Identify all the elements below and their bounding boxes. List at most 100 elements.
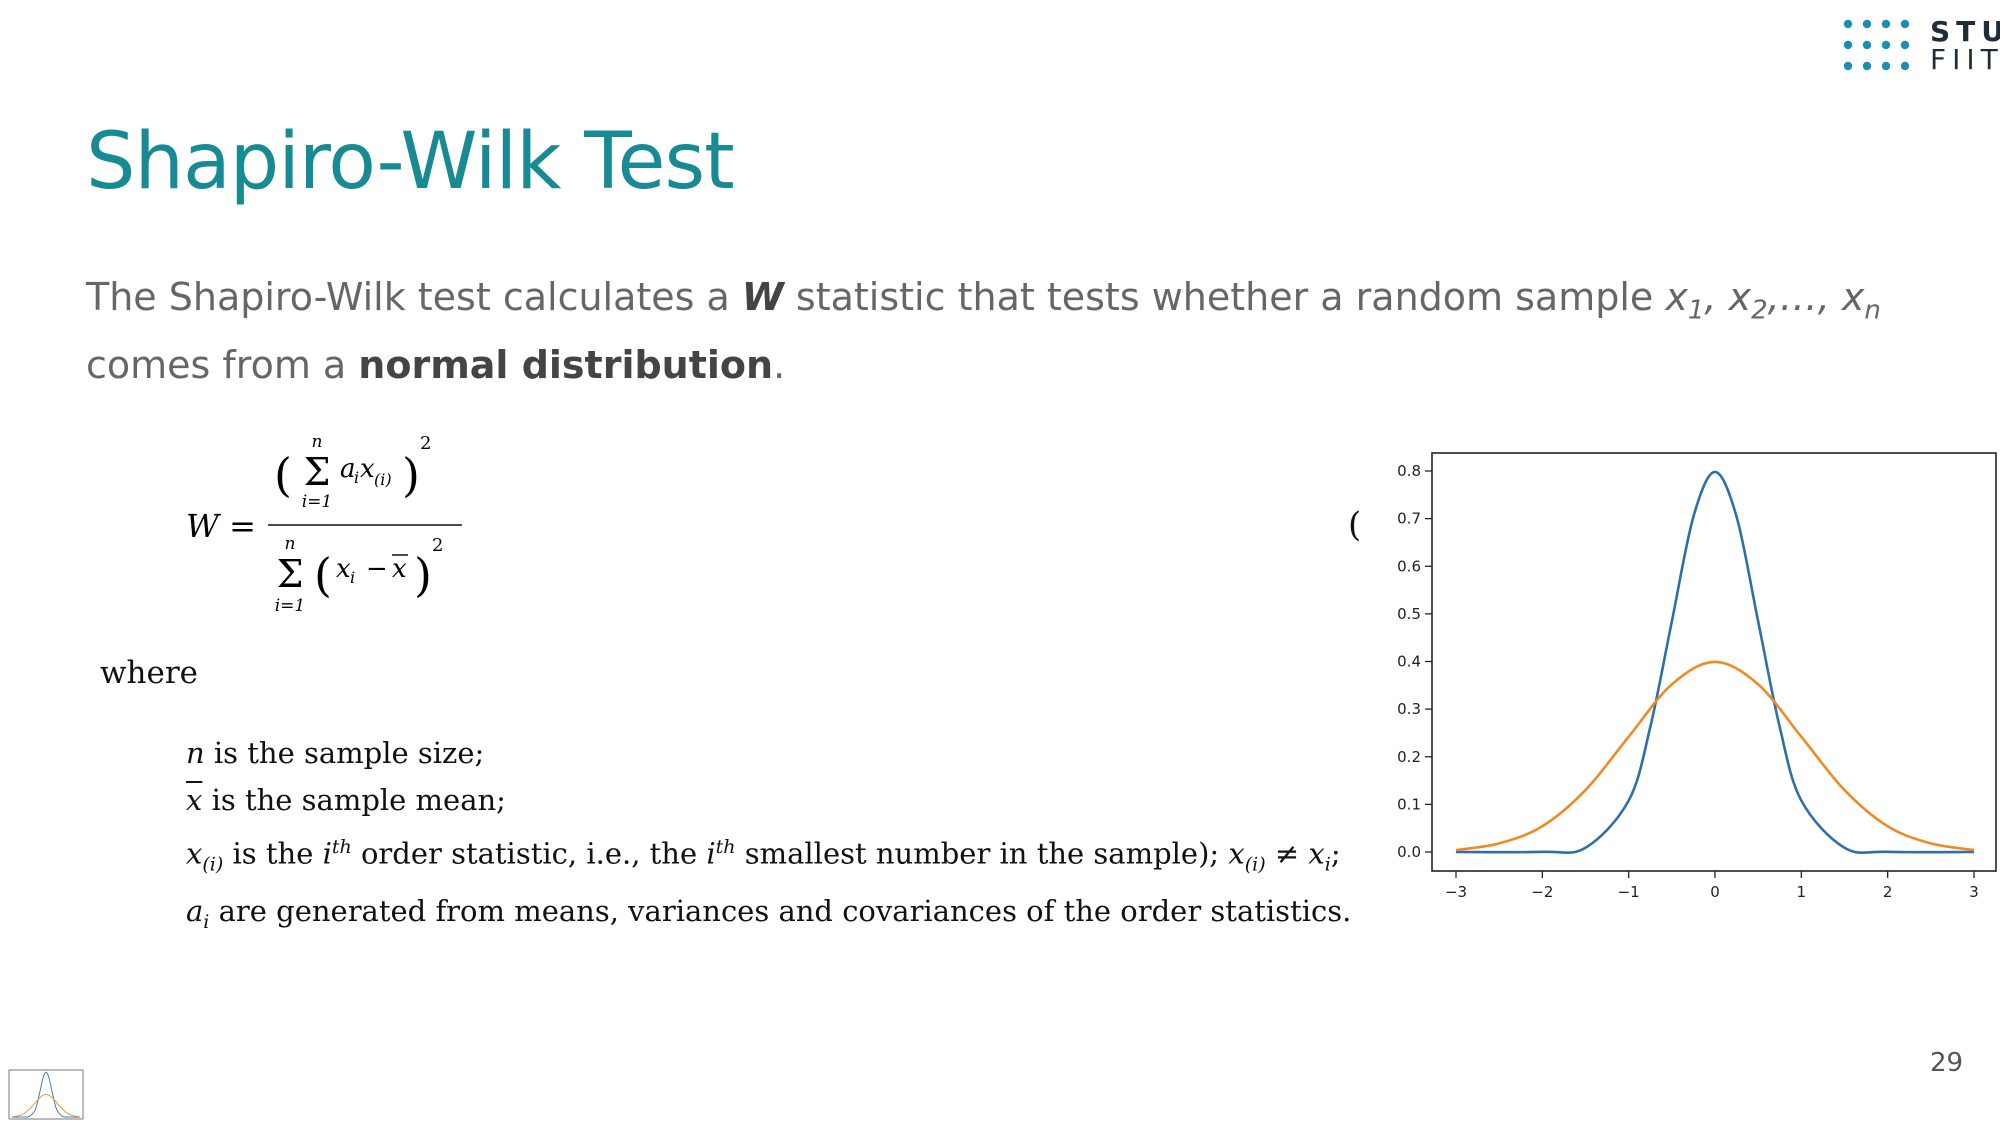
y-tick-label: 0.8 [1397,462,1421,480]
intro-paragraph: The Shapiro-Wilk test calculates a W sta… [86,270,1906,392]
logo-dot [1881,19,1891,29]
y-tick-label: 0.6 [1397,557,1421,575]
def1-var: n [186,736,205,770]
def1-text: is the sample size; [204,736,485,770]
series-line-1 [11,1094,81,1118]
x-tick-label: 1 [1797,883,1807,901]
series-line-0 [11,1071,81,1118]
definitions-list: n is the sample size; x is the sample me… [186,730,1351,946]
sample-x1-sub: 1 [1687,295,1705,326]
logo-dot [1843,40,1853,50]
den-sigma-top: n [285,534,296,554]
logo-dot [1881,61,1891,71]
w-statistic: W [741,275,784,319]
chart-thumbnail[interactable] [4,1068,86,1122]
def3-i2: i [706,836,716,871]
sample-x2: x [1728,275,1752,319]
chart-frame [8,1069,84,1120]
normal-distribution-chart: −3 −2 −1 0 1 2 3 0.0 0.1 0.2 0.3 0.4 0.5 0.6 0.7 0.8 [1397,452,1997,901]
intro-text-3: comes from a [86,342,359,387]
def3-var3-sub: i [1324,853,1331,876]
slide-title: Shapiro-Wilk Test [86,117,735,207]
num-term-a-sub: i [354,468,359,487]
sample-sep1: , [1704,275,1729,319]
x-tick-label: 3 [1969,883,1979,901]
sample-x2-sub: 2 [1751,295,1768,326]
cropped-paren-fragment: ( [1348,505,1362,545]
den-minus: − [366,554,388,584]
sample-x1: x [1665,275,1688,319]
y-tick-label: 0.1 [1397,795,1421,813]
definition-sample-size: n is the sample size; [186,730,1351,777]
logo-dot [1900,19,1910,29]
logo-text-fiit: FIIT [1930,43,2000,76]
den-exponent: 2 [432,535,443,556]
def3-text2: order statistic, i.e., the [351,836,707,871]
intro-text-4: . [773,342,786,387]
logo-dot [1900,61,1910,71]
sample-xn-sub: n [1864,295,1881,326]
y-tick-label: 0.4 [1397,653,1421,671]
num-sigma-icon: Σ [304,450,331,494]
x-tick-label: 0 [1710,883,1720,901]
def3-th2: th [715,836,736,858]
x-tick-label: 2 [1883,883,1893,901]
den-mean-x: x [392,554,407,584]
definition-coefficients: ai are generated from means, variances a… [186,888,1351,946]
def3-var-sub: (i) [202,853,224,876]
den-left-paren: ( [314,548,332,602]
num-sigma-bottom: i=1 [302,492,333,512]
series-line-0 [1455,470,1975,855]
logo-dot [1862,40,1872,50]
definition-order-statistic: x(i) is the ith order statistic, i.e., t… [186,824,1351,888]
num-left-paren: ( [274,448,292,502]
num-term-x-sub: (i) [374,470,392,489]
logo-dot [1900,40,1910,50]
series-line-1 [1455,660,1975,852]
y-tick-label: 0.3 [1397,700,1421,718]
def3-var2-sub: (i) [1244,853,1266,876]
sample-sep2: ,…, [1767,275,1842,319]
def2-text: is the sample mean; [202,783,506,817]
logo-dots-icon [1843,19,1910,71]
den-sigma-bottom: i=1 [275,596,306,616]
def4-var-sub: i [203,911,210,934]
normal-distribution-term: normal distribution [358,342,774,387]
def3-text3: smallest number in the sample); [735,836,1229,871]
def4-var: a [186,894,204,929]
num-right-paren: ) [402,448,420,502]
def3-neq: ≠ [1265,836,1309,871]
where-label: where [100,655,199,691]
stu-fiit-logo: STU FIIT [1842,18,2000,74]
logo-dot [1862,61,1872,71]
sample-notation: x1, x2,…, xn [1665,275,1881,326]
page-number: 29 [1930,1048,1964,1078]
logo-dot [1843,61,1853,71]
def2-var: x [186,783,203,817]
intro-text-1: The Shapiro-Wilk test calculates a [86,275,742,319]
def3-end: ; [1330,836,1341,871]
num-sigma-top: n [312,432,323,452]
logo-dot [1843,19,1853,29]
def4-text: are generated from means, variances and … [209,894,1352,929]
def3-var: x [186,836,203,871]
sample-xn: x [1841,275,1865,319]
logo-dot [1862,19,1872,29]
shapiro-wilk-formula: W = ( n Σ i=1 a i x (i) ) 2 n Σ i=1 ( x … [186,432,462,616]
y-tick-label: 0.5 [1397,605,1421,623]
formula-lhs: W = [186,507,256,545]
def3-th1: th [331,836,352,858]
num-term-x: x [360,454,375,484]
x-tick-label: −3 [1445,883,1467,901]
den-term-x-sub: i [350,568,355,587]
def3-var3: x [1308,836,1325,871]
num-exponent: 2 [420,433,431,454]
den-term-x: x [336,554,351,584]
def3-i1: i [322,836,332,871]
num-term-a: a [340,454,356,484]
y-tick-label: 0.0 [1397,843,1421,861]
y-tick-label: 0.7 [1397,510,1421,528]
logo-dot [1881,40,1891,50]
intro-text-2: statistic that tests whether a random sa… [783,275,1666,319]
y-tick-label: 0.2 [1397,748,1421,766]
